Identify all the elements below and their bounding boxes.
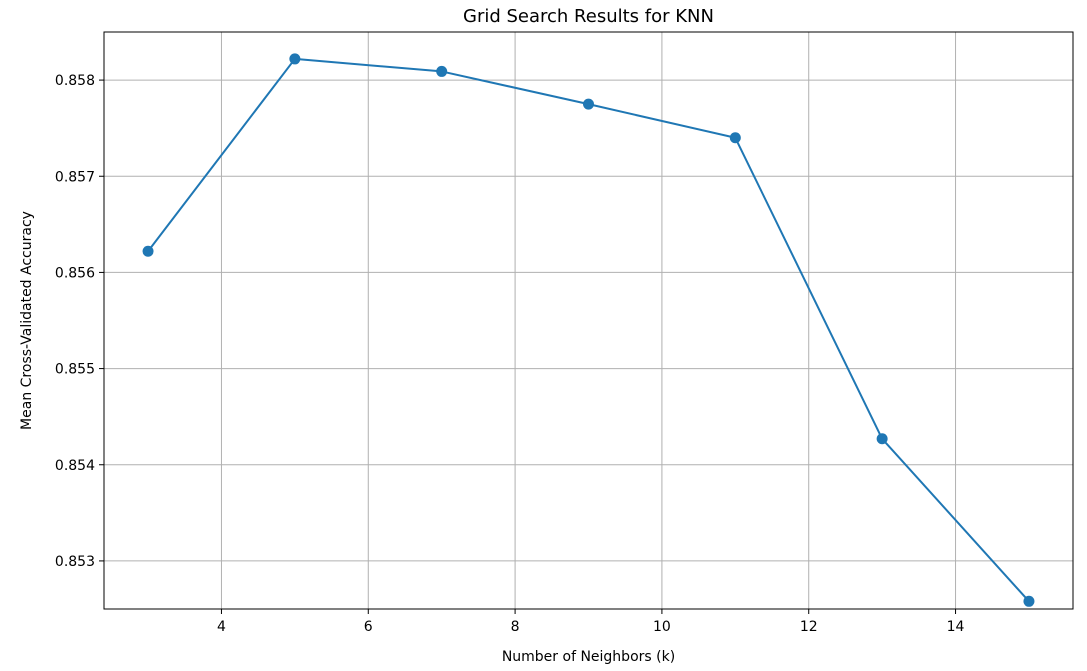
- y-tick-label: 0.857: [55, 169, 95, 185]
- data-point: [876, 433, 888, 445]
- plot-area-frame: [103, 31, 1074, 610]
- x-tick-label: 4: [217, 619, 226, 635]
- chart-title: Grid Search Results for KNN: [463, 6, 714, 27]
- x-tick-label: 14: [947, 619, 965, 635]
- x-tick-label: 8: [511, 619, 520, 635]
- data-point: [1023, 595, 1035, 607]
- y-tick-label: 0.855: [55, 362, 95, 378]
- x-tick-label: 10: [653, 619, 671, 635]
- data-point: [142, 245, 154, 257]
- data-point: [729, 132, 741, 144]
- x-tick-label: 12: [800, 619, 818, 635]
- series-line: [147, 57, 1030, 603]
- y-axis-label: Mean Cross-Validated Accuracy: [19, 211, 35, 430]
- data-point: [289, 53, 301, 65]
- series-layer: [142, 53, 1035, 607]
- ticks: 4 6 8 10 12 14 0.853 0.854 0.855 0.856 0.857 0.858: [55, 73, 965, 635]
- y-tick-label: 0.854: [55, 458, 95, 474]
- y-tick-label: 0.858: [55, 73, 95, 89]
- y-tick-label: 0.856: [55, 265, 95, 281]
- data-point: [436, 65, 448, 77]
- grid: [104, 32, 1073, 609]
- x-tick-label: 6: [364, 619, 373, 635]
- y-tick-label: 0.853: [55, 554, 95, 570]
- x-axis-label: Number of Neighbors (k): [502, 649, 675, 665]
- data-point: [583, 98, 594, 110]
